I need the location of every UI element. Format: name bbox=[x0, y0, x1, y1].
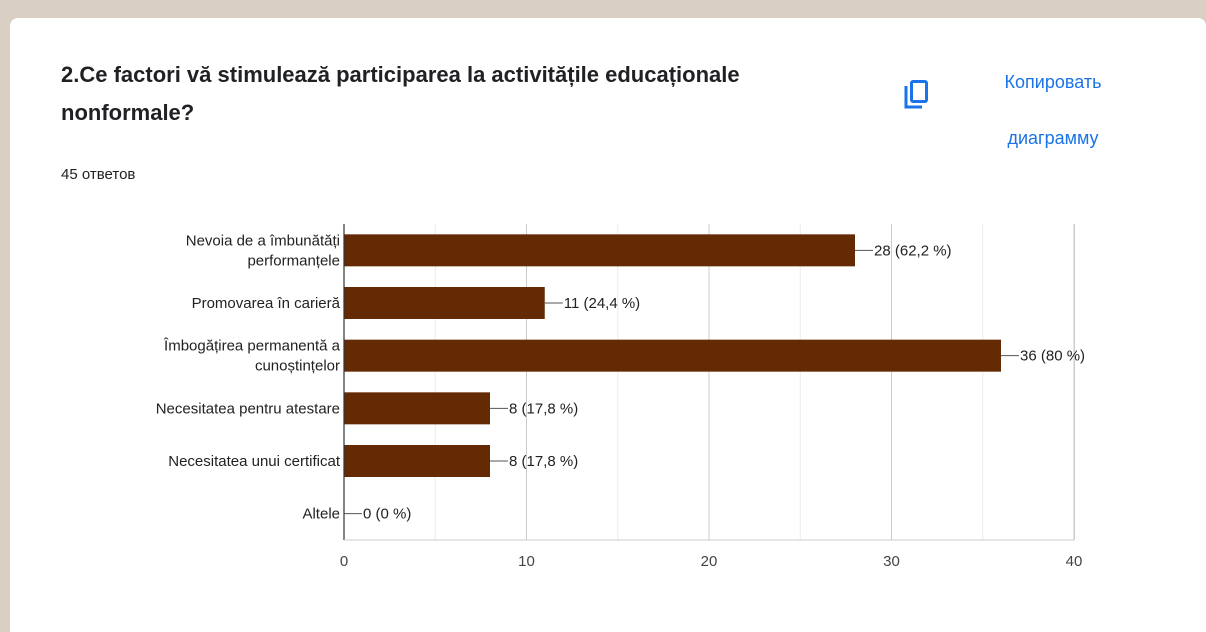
x-tick-label: 10 bbox=[518, 553, 535, 570]
category-label: Îmbogățirea permanentă a bbox=[163, 338, 341, 355]
bar bbox=[344, 287, 545, 319]
data-label: 8 (17,8 %) bbox=[509, 453, 578, 470]
category-label: Necesitatea pentru atestare bbox=[156, 400, 340, 417]
category-label: performanțele bbox=[247, 252, 340, 269]
response-count: 45 ответов bbox=[61, 166, 136, 183]
bar bbox=[344, 445, 490, 477]
category-label: Necesitatea unui certificat bbox=[168, 453, 341, 470]
question-title: 2.Ce factori vă stimulează participarea … bbox=[61, 62, 740, 125]
data-label: 36 (80 %) bbox=[1020, 348, 1085, 365]
copy-chart-button[interactable]: Копировать диаграмму bbox=[978, 54, 1128, 166]
bar bbox=[344, 339, 1001, 372]
x-tick-label: 40 bbox=[1066, 553, 1083, 570]
x-tick-label: 0 bbox=[340, 553, 348, 570]
copy-icon[interactable] bbox=[903, 80, 929, 110]
x-tick-label: 20 bbox=[701, 553, 718, 570]
x-tick-label: 30 bbox=[883, 553, 900, 570]
bar bbox=[344, 392, 490, 425]
data-label: 28 (62,2 %) bbox=[874, 242, 952, 259]
category-label: Nevoia de a îmbunătăți bbox=[186, 232, 340, 249]
data-label: 0 (0 %) bbox=[363, 506, 411, 523]
category-label: cunoștințelor bbox=[255, 358, 340, 375]
data-label: 11 (24,4 %) bbox=[564, 295, 640, 312]
category-label: Promovarea în carieră bbox=[192, 295, 341, 312]
data-label: 8 (17,8 %) bbox=[509, 400, 578, 417]
bar bbox=[344, 234, 855, 267]
copy-chart-label-2: диаграмму bbox=[1007, 128, 1099, 148]
copy-chart-label-1: Копировать bbox=[1004, 72, 1102, 92]
category-label: Altele bbox=[302, 506, 340, 523]
chart-card: 2.Ce factori vă stimulează participarea … bbox=[10, 18, 1206, 632]
